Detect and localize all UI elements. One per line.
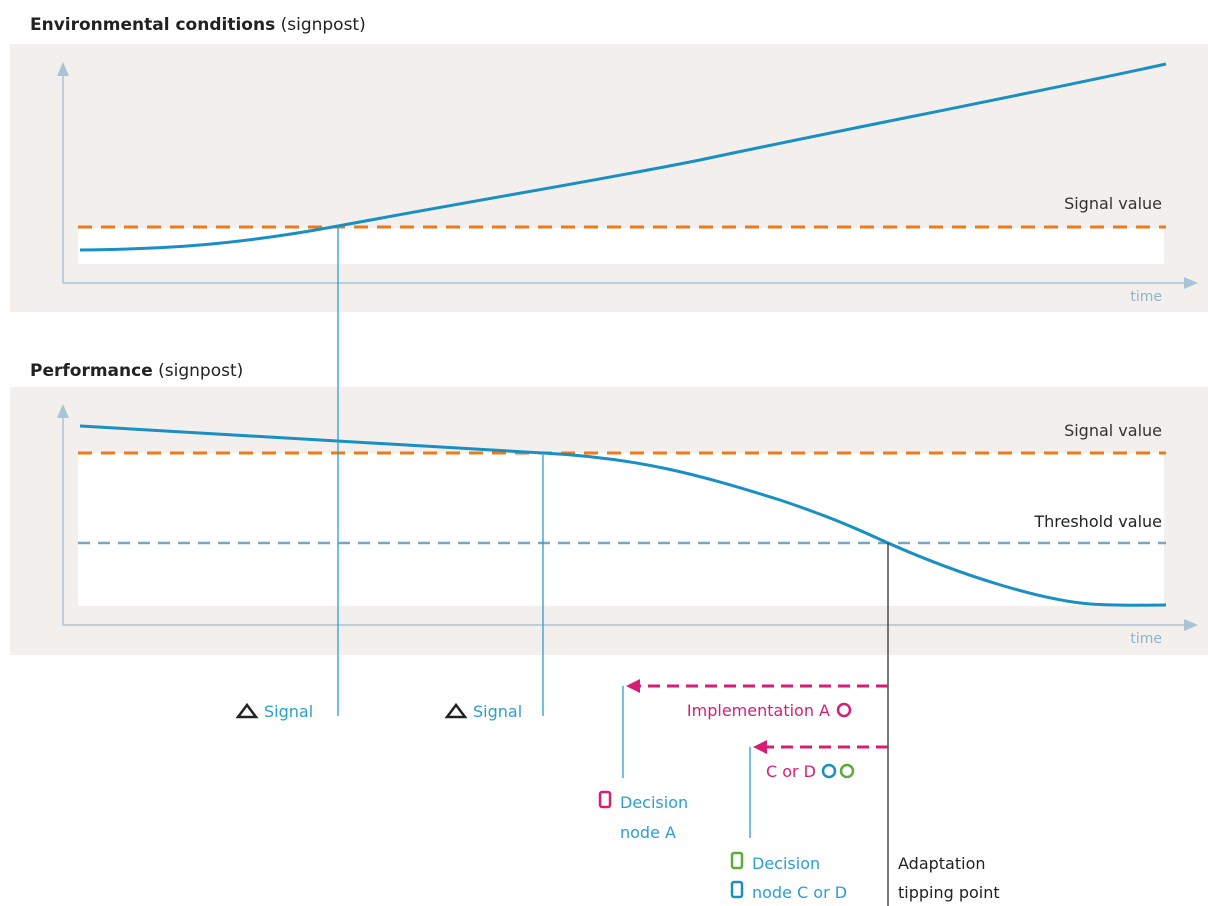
decision-node-cd-label-line2: node C or D (752, 883, 847, 902)
decision-node-a-label-line1: Decision (620, 793, 688, 812)
c-or-d-label: C or D (766, 762, 816, 781)
panel2-signal-value-label: Signal value (1064, 421, 1162, 440)
option-d-circle-icon (839, 763, 855, 779)
panel2-below-signal-band (78, 453, 1164, 606)
panel2-title: Performance (signpost) (30, 361, 243, 381)
panel2-y-axis-arrow (57, 404, 69, 418)
panel1-time-label: time (1130, 289, 1162, 305)
implementation-a-circle-icon (836, 702, 852, 718)
panel1-title: Environmental conditions (signpost) (30, 15, 366, 35)
decision-node-cd-label-line1: Decision (752, 854, 820, 873)
panel1-signal-value-label: Signal value (1064, 194, 1162, 213)
panel2-time-label: time (1130, 631, 1162, 647)
signal1-triangle-icon (235, 702, 259, 719)
decision-node-a-label-line2: node A (620, 823, 676, 842)
option-c-circle-icon (821, 763, 837, 779)
signal2-label: Signal (473, 702, 522, 721)
decision-node-c-icon (730, 880, 744, 899)
tipping-point-label-line2: tipping point (898, 883, 1000, 902)
panel2-threshold-value-label: Threshold value (1033, 512, 1162, 531)
panel1-x-axis-arrow (1184, 277, 1198, 289)
implementation-a-label: Implementation A (687, 701, 830, 720)
implementation-a-arrowhead (626, 679, 640, 693)
decision-node-a-icon (598, 790, 612, 809)
signal1-label: Signal (264, 702, 313, 721)
panel1-environment-curve (79, 62, 1167, 252)
panel1-y-axis-arrow (57, 62, 69, 76)
decision-node-d-icon (730, 851, 744, 870)
panel2-x-axis-arrow (1184, 619, 1198, 631)
c-or-d-arrowhead (753, 740, 767, 754)
panel1-below-signal-band (78, 228, 1164, 264)
panel2-performance-curve (79, 424, 1167, 607)
signal2-triangle-icon (444, 702, 468, 719)
tipping-point-label-line1: Adaptation (898, 854, 986, 873)
